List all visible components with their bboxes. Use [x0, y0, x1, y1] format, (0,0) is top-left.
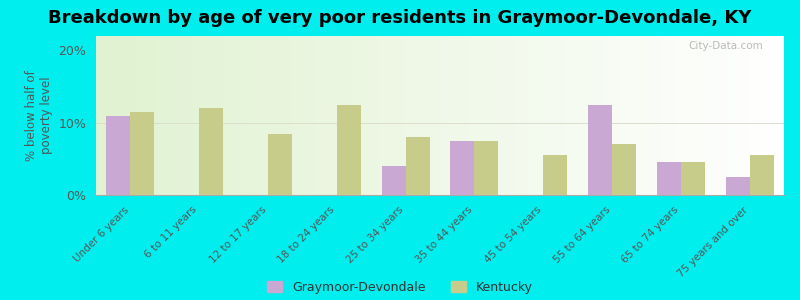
- Bar: [588, 105, 612, 195]
- Bar: [612, 144, 636, 195]
- Bar: [657, 163, 681, 195]
- Bar: [199, 108, 223, 195]
- Bar: [450, 141, 474, 195]
- Text: City-Data.com: City-Data.com: [689, 41, 763, 51]
- Y-axis label: % below half of
poverty level: % below half of poverty level: [25, 70, 53, 161]
- Legend: Graymoor-Devondale, Kentucky: Graymoor-Devondale, Kentucky: [267, 281, 533, 294]
- Bar: [750, 155, 774, 195]
- Bar: [726, 177, 750, 195]
- Text: Breakdown by age of very poor residents in Graymoor-Devondale, KY: Breakdown by age of very poor residents …: [48, 9, 752, 27]
- Bar: [106, 116, 130, 195]
- Bar: [474, 141, 498, 195]
- Bar: [681, 163, 705, 195]
- Bar: [268, 134, 292, 195]
- Bar: [543, 155, 567, 195]
- Bar: [130, 112, 154, 195]
- Bar: [382, 166, 406, 195]
- Bar: [406, 137, 430, 195]
- Bar: [337, 105, 361, 195]
